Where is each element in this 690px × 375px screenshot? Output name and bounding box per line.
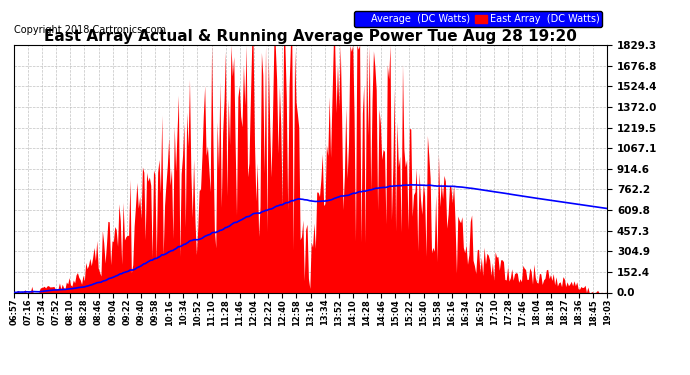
Legend: Average  (DC Watts), East Array  (DC Watts): Average (DC Watts), East Array (DC Watts… — [353, 12, 602, 27]
Text: Copyright 2018 Cartronics.com: Copyright 2018 Cartronics.com — [14, 25, 166, 35]
Title: East Array Actual & Running Average Power Tue Aug 28 19:20: East Array Actual & Running Average Powe… — [44, 29, 577, 44]
